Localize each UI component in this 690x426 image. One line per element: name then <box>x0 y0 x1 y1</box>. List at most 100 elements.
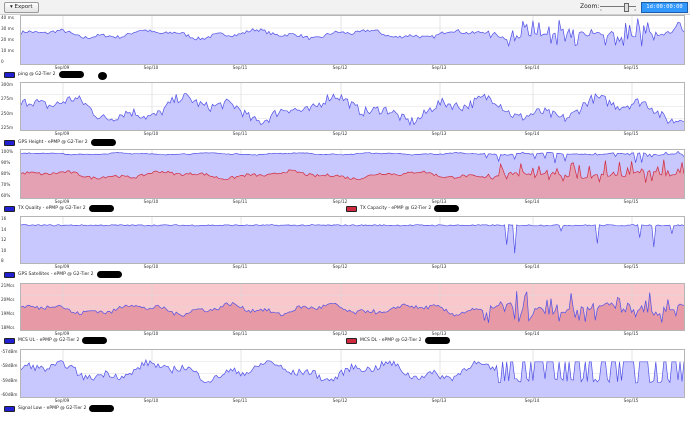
y-tick-label: 16 <box>1 216 7 221</box>
zoom-slider-ticks: 1 2 <box>600 8 636 12</box>
series-line <box>21 159 684 183</box>
y-tick-label: 0 <box>1 59 4 64</box>
y-tick-label: 8 <box>1 258 4 263</box>
series-line <box>21 224 684 254</box>
y-tick-label: 40 ms <box>1 15 14 20</box>
x-tick-label: Sep/14 <box>524 398 540 403</box>
x-tick-label: Sep/15 <box>623 264 639 269</box>
legend-item[interactable]: MCS DL - ePMP @ G2-Tier 2 <box>346 337 450 344</box>
redaction-mark <box>82 337 108 344</box>
y-tick-label: 90% <box>1 160 11 165</box>
chart-mcs[interactable] <box>20 283 685 331</box>
x-tick-label: Sep/11 <box>232 264 248 269</box>
x-tick-label: Sep/11 <box>232 199 248 204</box>
chart-tx-quality[interactable] <box>20 149 685 199</box>
legend-swatch <box>4 71 15 78</box>
zoom-slider[interactable]: 1 2 <box>600 3 636 12</box>
legend-label: TX Quality - ePMP @ G2-Tier 2 <box>18 206 86 211</box>
y-tick-label: 300m <box>1 82 14 87</box>
x-tick-label: Sep/13 <box>431 264 447 269</box>
y-tick-label: 20Mcs <box>1 297 15 302</box>
legend-swatch <box>346 205 357 212</box>
x-tick-label: Sep/10 <box>143 398 159 403</box>
x-tick-label: Sep/12 <box>332 398 348 403</box>
x-tick-label: Sep/15 <box>623 65 639 70</box>
redaction-mark <box>424 337 450 344</box>
x-tick-label: Sep/09 <box>54 199 70 204</box>
y-tick-label: 60% <box>1 193 11 198</box>
redaction-mark <box>96 271 122 278</box>
chart-signal-low[interactable] <box>20 349 685 398</box>
x-tick-label: Sep/14 <box>524 131 540 136</box>
chart-canvas <box>21 350 684 397</box>
legend-item[interactable]: TX Quality - ePMP @ G2-Tier 2 <box>4 205 114 212</box>
legend-swatch <box>4 139 15 146</box>
x-tick-label: Sep/15 <box>623 199 639 204</box>
legend-item[interactable]: TX Capacity - ePMP @ G2-Tier 2 <box>346 205 460 212</box>
x-tick-label: Sep/13 <box>431 131 447 136</box>
y-tick-label: 30 ms <box>1 26 14 31</box>
legend-item[interactable]: Signal Low - ePMP @ G2-Tier 2 <box>4 405 115 412</box>
y-tick-label: 10 ms <box>1 48 14 53</box>
series-area <box>21 291 684 330</box>
y-tick-label: -59dBm <box>1 377 18 383</box>
export-button[interactable]: ▾ Export <box>4 2 39 13</box>
x-tick-label: Sep/10 <box>143 199 159 204</box>
x-tick-label: Sep/12 <box>332 199 348 204</box>
series-area <box>21 224 684 263</box>
x-tick-label: Sep/13 <box>431 331 447 336</box>
y-tick-label: -57dBm <box>1 349 18 354</box>
y-tick-label: -60dBm <box>1 392 18 397</box>
x-tick-label: Sep/09 <box>54 65 70 70</box>
x-tick-label: Sep/09 <box>54 331 70 336</box>
x-tick-label: Sep/10 <box>143 331 159 336</box>
legend-label: ping @ G2-Tier 2 <box>18 72 56 77</box>
x-tick-label: Sep/15 <box>623 398 639 403</box>
chart-gps-satellites[interactable] <box>20 216 685 264</box>
redaction-dot <box>98 72 107 80</box>
toolbar: ▾ Export Zoom: 1 2 1d:00:00:00 <box>0 0 690 15</box>
zoom-tick-2: 2 <box>634 8 636 12</box>
x-tick-label: Sep/14 <box>524 331 540 336</box>
chart-canvas <box>21 217 684 263</box>
zoom-tick-1: 1 <box>600 8 602 12</box>
x-tick-label: Sep/12 <box>332 65 348 70</box>
series-area <box>21 18 684 64</box>
series-line <box>21 358 684 384</box>
chart-canvas <box>21 150 684 198</box>
zoom-slider-handle[interactable] <box>624 3 629 12</box>
series-line <box>21 93 684 126</box>
redaction-mark <box>89 405 115 412</box>
redaction-mark <box>88 205 114 212</box>
redaction-mark <box>434 205 460 212</box>
x-tick-label: Sep/11 <box>232 331 248 336</box>
zoom-input[interactable]: 1d:00:00:00 <box>641 2 688 13</box>
x-tick-label: Sep/10 <box>143 131 159 136</box>
x-tick-label: Sep/09 <box>54 264 70 269</box>
y-tick-label: 225m <box>1 125 14 130</box>
legend-label: GPS Height - ePMP @ G2-Tier 2 <box>18 140 88 145</box>
y-tick-label: 21Mcs <box>1 283 15 288</box>
x-tick-label: Sep/10 <box>143 65 159 70</box>
x-tick-label: Sep/12 <box>332 131 348 136</box>
y-tick-label: 10 <box>1 247 7 253</box>
legend-item[interactable]: GPS Height - ePMP @ G2-Tier 2 <box>4 139 116 146</box>
legend-label: MCS DL - ePMP @ G2-Tier 2 <box>360 338 422 343</box>
x-tick-label: Sep/11 <box>232 65 248 70</box>
series-area <box>21 359 684 397</box>
x-tick-label: Sep/13 <box>431 65 447 70</box>
x-tick-label: Sep/14 <box>524 199 540 204</box>
legend-item[interactable]: GPS Satellites - ePMP @ G2-Tier 2 <box>4 271 122 278</box>
y-tick-label: 20 ms <box>1 37 14 42</box>
legend-label: MCS UL - ePMP @ G2-Tier 2 <box>18 338 80 343</box>
series-line <box>21 150 684 164</box>
x-tick-label: Sep/11 <box>232 131 248 136</box>
x-tick-label: Sep/12 <box>332 264 348 269</box>
chart-gps-height[interactable] <box>20 82 685 131</box>
chart-ping[interactable] <box>20 15 685 65</box>
y-tick-label: -58dBm <box>1 363 18 369</box>
legend-swatch <box>4 337 15 344</box>
legend-item[interactable]: ping @ G2-Tier 2 <box>4 71 84 78</box>
legend-item[interactable]: MCS UL - ePMP @ G2-Tier 2 <box>4 337 108 344</box>
x-tick-label: Sep/09 <box>54 398 70 403</box>
